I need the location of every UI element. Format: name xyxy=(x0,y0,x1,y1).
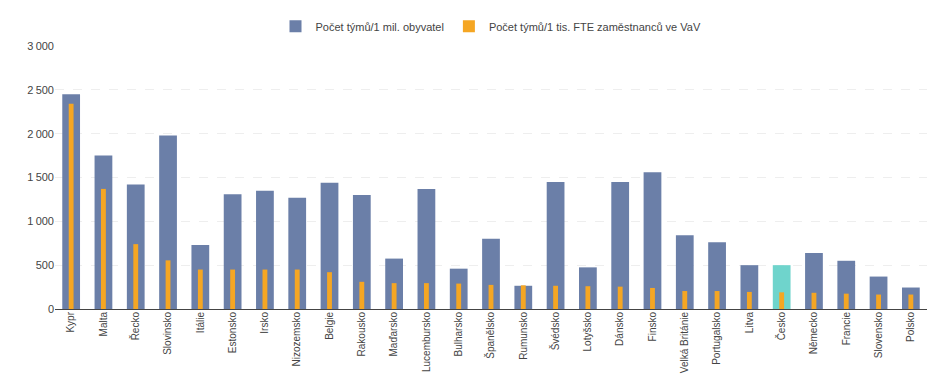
svg-text:Litva: Litva xyxy=(744,312,755,334)
svg-text:2 500: 2 500 xyxy=(27,84,54,96)
svg-text:Polsko: Polsko xyxy=(905,312,916,342)
svg-text:Malta: Malta xyxy=(98,312,109,337)
svg-text:Lotyšsko: Lotyšsko xyxy=(582,312,593,352)
svg-text:Počet týmů/1 tis. FTE zaměstna: Počet týmů/1 tis. FTE zaměstnanců ve VaV xyxy=(489,21,701,33)
svg-text:Švédsko: Švédsko xyxy=(549,312,561,351)
svg-text:Slovinsko: Slovinsko xyxy=(162,312,173,355)
svg-text:Počet týmů/1 mil. obyvatel: Počet týmů/1 mil. obyvatel xyxy=(316,21,444,33)
svg-text:Itálie: Itálie xyxy=(195,312,206,334)
svg-text:Kypr: Kypr xyxy=(65,311,76,332)
svg-text:Česko: Česko xyxy=(775,312,787,341)
svg-text:Estonsko: Estonsko xyxy=(227,312,238,354)
svg-text:Belgie: Belgie xyxy=(324,312,335,340)
svg-text:0: 0 xyxy=(48,303,54,315)
svg-text:Irsko: Irsko xyxy=(259,312,270,334)
svg-text:1 500: 1 500 xyxy=(27,171,54,183)
svg-text:Španělsko: Španělsko xyxy=(484,312,496,359)
svg-text:Rumunsko: Rumunsko xyxy=(518,312,529,360)
svg-text:Německo: Německo xyxy=(808,312,819,355)
svg-text:1 000: 1 000 xyxy=(27,215,54,227)
svg-text:Nizozemsko: Nizozemsko xyxy=(291,312,302,367)
svg-text:Finsko: Finsko xyxy=(647,312,658,342)
svg-text:Portugalsko: Portugalsko xyxy=(711,312,722,365)
svg-text:Velká Británie: Velká Británie xyxy=(679,312,690,374)
svg-text:Maďarsko: Maďarsko xyxy=(388,312,399,357)
svg-text:Bulharsko: Bulharsko xyxy=(453,312,464,357)
svg-text:Rakousko: Rakousko xyxy=(356,312,367,357)
svg-text:Řecko: Řecko xyxy=(129,312,141,341)
svg-text:2 000: 2 000 xyxy=(27,128,54,140)
svg-text:500: 500 xyxy=(36,259,54,271)
svg-text:Dánsko: Dánsko xyxy=(614,312,625,346)
svg-text:Slovensko: Slovensko xyxy=(873,312,884,359)
svg-text:Lucembursko: Lucembursko xyxy=(421,312,432,372)
svg-text:Francie: Francie xyxy=(841,312,852,346)
svg-text:3 000: 3 000 xyxy=(27,40,54,52)
